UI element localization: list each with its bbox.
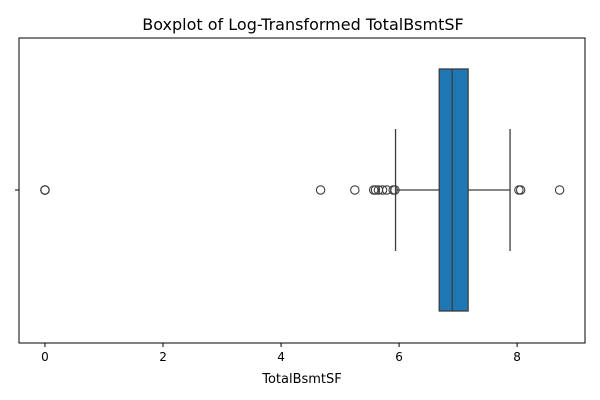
x-tick-label: 2	[159, 350, 167, 364]
outlier-point	[377, 185, 388, 195]
outlier-point	[554, 185, 565, 195]
outlier-point	[350, 185, 360, 195]
plot-layer	[40, 68, 565, 312]
chart-title: Boxplot of Log-Transformed TotalBsmtSF	[142, 15, 463, 34]
outlier-point	[515, 185, 526, 195]
x-tick-label: 4	[277, 350, 285, 364]
outlier-point	[370, 185, 381, 195]
x-tick-label: 8	[513, 350, 521, 364]
x-tick-label: 0	[41, 350, 49, 364]
outlier-point	[40, 185, 50, 195]
outlier-point	[390, 185, 400, 195]
x-axis-label: TotalBsmtSF	[261, 372, 342, 387]
iqr-box	[438, 68, 469, 312]
x-axis: 0 2 4 6 8	[41, 343, 521, 364]
outlier-point	[315, 185, 326, 195]
x-tick-label: 6	[395, 350, 403, 364]
